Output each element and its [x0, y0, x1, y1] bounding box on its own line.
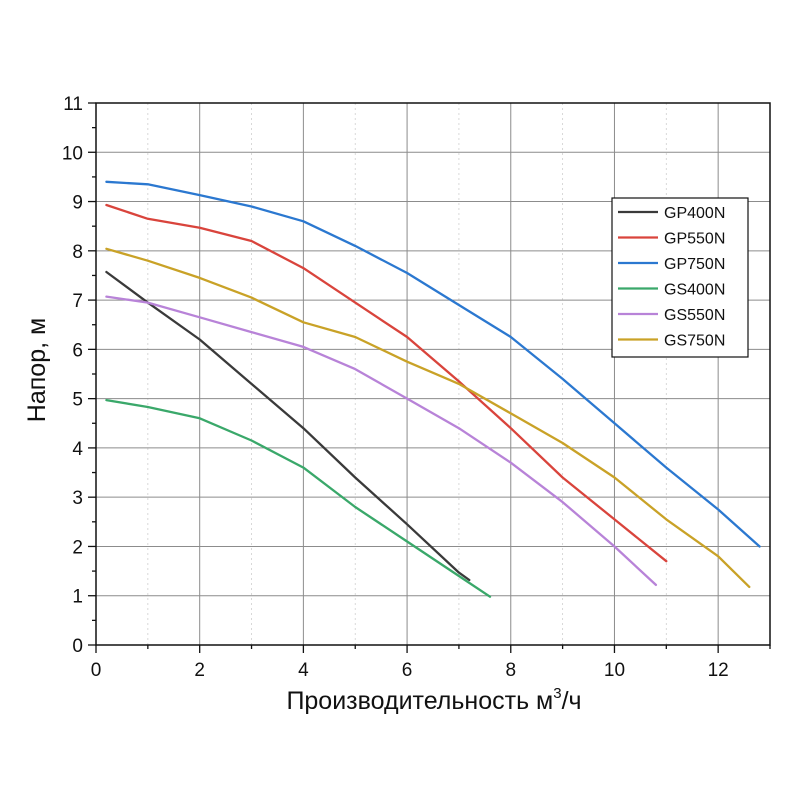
x-tick-label: 8	[505, 660, 516, 681]
series-line-gs750n	[105, 247, 751, 589]
x-axis-title-end: /ч	[562, 687, 582, 715]
y-tick-label: 1	[72, 587, 83, 608]
y-tick-label: 8	[72, 242, 83, 263]
series-line-gp550n	[105, 203, 668, 563]
y-tick-label: 0	[72, 636, 83, 657]
x-tick-label: 12	[708, 660, 729, 681]
legend: GP400N GP550N GP750N GS400N GS550N GS750N	[611, 197, 749, 358]
x-tick-label: 0	[91, 660, 102, 681]
legend-label: GP550N	[664, 231, 725, 248]
y-tick-label: 2	[72, 537, 83, 558]
x-tick-label: 4	[298, 660, 309, 681]
legend-box	[611, 197, 749, 358]
y-tick-label: 9	[72, 193, 83, 214]
y-tick-label: 11	[63, 94, 83, 115]
y-axis-title: Напор, м	[23, 318, 51, 422]
y-tick-label: 3	[72, 488, 83, 509]
series-line-gs550n	[105, 295, 658, 587]
x-axis-title: Производительность м3/ч	[286, 685, 581, 715]
legend-label: GS750N	[664, 333, 725, 350]
x-tick-label: 10	[604, 660, 625, 681]
y-tick-label: 4	[72, 439, 83, 460]
x-tick-label: 6	[402, 660, 413, 681]
legend-label: GP400N	[664, 205, 725, 222]
series-lines	[105, 180, 761, 598]
x-axis-title-superscript: 3	[553, 685, 561, 702]
y-tick-label: 5	[72, 390, 83, 411]
series-line-gp400n	[105, 270, 471, 582]
x-tick-label: 2	[194, 660, 205, 681]
legend-label: GS550N	[664, 307, 725, 324]
legend-label: GS400N	[664, 282, 725, 299]
y-tick-label: 6	[72, 340, 83, 361]
legend-label: GP750N	[664, 256, 725, 273]
y-tick-label: 10	[62, 143, 83, 164]
series-line-gs400n	[105, 398, 492, 598]
y-tick-label: 7	[72, 291, 83, 312]
series-line-gp750n	[105, 180, 761, 548]
x-axis-title-main: Производительность м	[286, 687, 553, 715]
